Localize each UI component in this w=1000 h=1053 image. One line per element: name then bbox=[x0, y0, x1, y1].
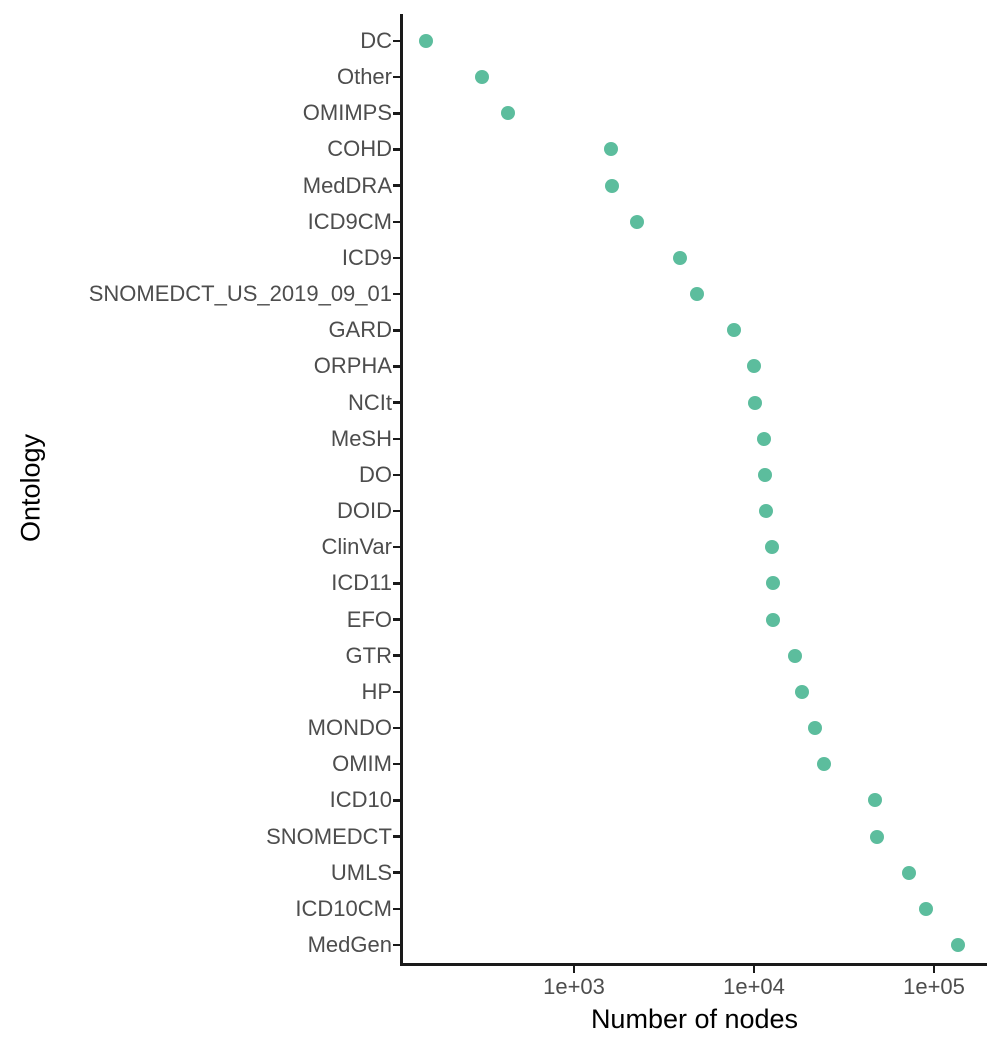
y-tick-mark bbox=[393, 762, 401, 766]
y-axis-label-icd10cm: ICD10CM bbox=[295, 895, 392, 921]
y-axis-label-orpha: ORPHA bbox=[313, 353, 392, 379]
y-tick-mark bbox=[393, 148, 401, 151]
y-axis-label-icd9cm: ICD9CM bbox=[307, 208, 392, 234]
data-point-other bbox=[475, 70, 490, 85]
data-point-icd9cm bbox=[630, 214, 645, 229]
data-point-icd10cm bbox=[919, 901, 934, 916]
data-point-omimps bbox=[501, 106, 516, 121]
y-tick-mark bbox=[393, 799, 401, 802]
data-point-gard bbox=[726, 323, 741, 338]
y-tick-mark bbox=[393, 654, 401, 657]
x-tick-label-1e+04: 1e+04 bbox=[723, 974, 785, 999]
y-axis-label-icd10: ICD10 bbox=[329, 787, 392, 813]
y-tick-mark bbox=[393, 943, 401, 947]
y-axis-label-gard: GARD bbox=[328, 317, 392, 343]
y-axis-label-mesh: MeSH bbox=[330, 425, 392, 451]
y-axis-label-gtr: GTR bbox=[345, 642, 392, 668]
data-point-icd9 bbox=[673, 250, 688, 265]
data-point-efo bbox=[766, 612, 781, 627]
x-tick-label-1e+03: 1e+03 bbox=[543, 974, 605, 999]
y-tick-mark bbox=[393, 871, 401, 874]
y-axis-label-omimps: OMIMPS bbox=[302, 100, 392, 126]
data-point-ncit bbox=[747, 395, 762, 410]
y-tick-mark bbox=[393, 690, 401, 694]
data-point-cohd bbox=[603, 142, 618, 157]
data-point-mesh bbox=[757, 431, 772, 446]
y-tick-mark bbox=[393, 220, 401, 224]
y-axis-label-clinvar: ClinVar bbox=[321, 534, 392, 560]
y-axis-line bbox=[400, 14, 403, 966]
data-point-icd11 bbox=[765, 576, 780, 591]
data-point-doid bbox=[759, 504, 774, 519]
y-axis-title: Ontology bbox=[15, 433, 46, 543]
y-tick-mark bbox=[393, 401, 401, 404]
y-axis-label-ncit: NCIt bbox=[348, 389, 392, 415]
x-axis-line bbox=[400, 963, 987, 966]
y-tick-mark bbox=[393, 582, 401, 585]
y-axis-label-snomedct: SNOMEDCT bbox=[266, 823, 392, 849]
x-tick-label-1e+05: 1e+05 bbox=[903, 974, 965, 999]
y-tick-mark bbox=[393, 437, 401, 440]
x-axis-title: Number of nodes bbox=[590, 1004, 799, 1034]
data-point-do bbox=[757, 467, 772, 482]
x-tick-mark bbox=[572, 966, 576, 973]
y-tick-mark bbox=[393, 545, 401, 549]
data-point-umls bbox=[901, 865, 916, 880]
y-axis-label-dc: DC bbox=[360, 28, 392, 53]
y-axis-label-other: Other bbox=[336, 64, 392, 90]
data-point-icd10 bbox=[867, 793, 882, 808]
plot-panel bbox=[402, 14, 987, 963]
y-tick-mark bbox=[393, 112, 401, 115]
x-tick-mark bbox=[752, 966, 756, 973]
y-tick-mark bbox=[393, 835, 401, 838]
y-axis-label-hp: HP bbox=[361, 678, 392, 704]
data-point-snomedct bbox=[869, 829, 884, 844]
data-point-hp bbox=[795, 684, 810, 699]
y-tick-mark bbox=[393, 509, 401, 513]
y-tick-mark bbox=[393, 726, 401, 730]
data-point-clinvar bbox=[765, 540, 780, 555]
y-axis-label-umls: UMLS bbox=[330, 859, 392, 885]
y-axis-label-doid: DOID bbox=[337, 498, 392, 524]
data-point-gtr bbox=[788, 648, 803, 663]
x-tick-mark bbox=[932, 966, 936, 973]
y-tick-mark bbox=[393, 329, 401, 332]
y-tick-mark bbox=[393, 75, 401, 79]
y-axis-label-cohd: COHD bbox=[327, 136, 392, 162]
y-tick-mark bbox=[393, 39, 401, 43]
data-point-mondo bbox=[807, 721, 822, 736]
y-tick-mark bbox=[393, 473, 401, 477]
y-axis-label-efo: EFO bbox=[346, 606, 392, 632]
y-tick-mark bbox=[393, 618, 401, 621]
y-tick-mark bbox=[393, 907, 401, 911]
y-axis-label-medgen: MedGen bbox=[307, 932, 392, 957]
data-point-meddra bbox=[605, 178, 620, 193]
y-tick-mark bbox=[393, 292, 401, 296]
y-axis-label-omim: OMIM bbox=[332, 751, 392, 777]
data-point-orpha bbox=[747, 359, 761, 374]
data-point-medgen bbox=[951, 938, 966, 952]
y-axis-label-icd9: ICD9 bbox=[341, 244, 392, 270]
y-axis-label-snomedct_us_2019_09_01: SNOMEDCT_US_2019_09_01 bbox=[88, 281, 392, 307]
y-tick-mark bbox=[393, 365, 401, 368]
y-axis-label-do: DO bbox=[359, 461, 392, 487]
data-point-omim bbox=[817, 757, 832, 772]
data-point-dc bbox=[418, 34, 433, 48]
y-axis-label-meddra: MedDRA bbox=[302, 172, 392, 198]
y-tick-mark bbox=[393, 256, 401, 260]
data-point-snomedct_us_2019_09_01 bbox=[689, 287, 704, 302]
y-axis-label-icd11: ICD11 bbox=[331, 570, 392, 596]
y-tick-mark bbox=[393, 184, 401, 187]
y-axis-label-mondo: MONDO bbox=[307, 715, 392, 741]
